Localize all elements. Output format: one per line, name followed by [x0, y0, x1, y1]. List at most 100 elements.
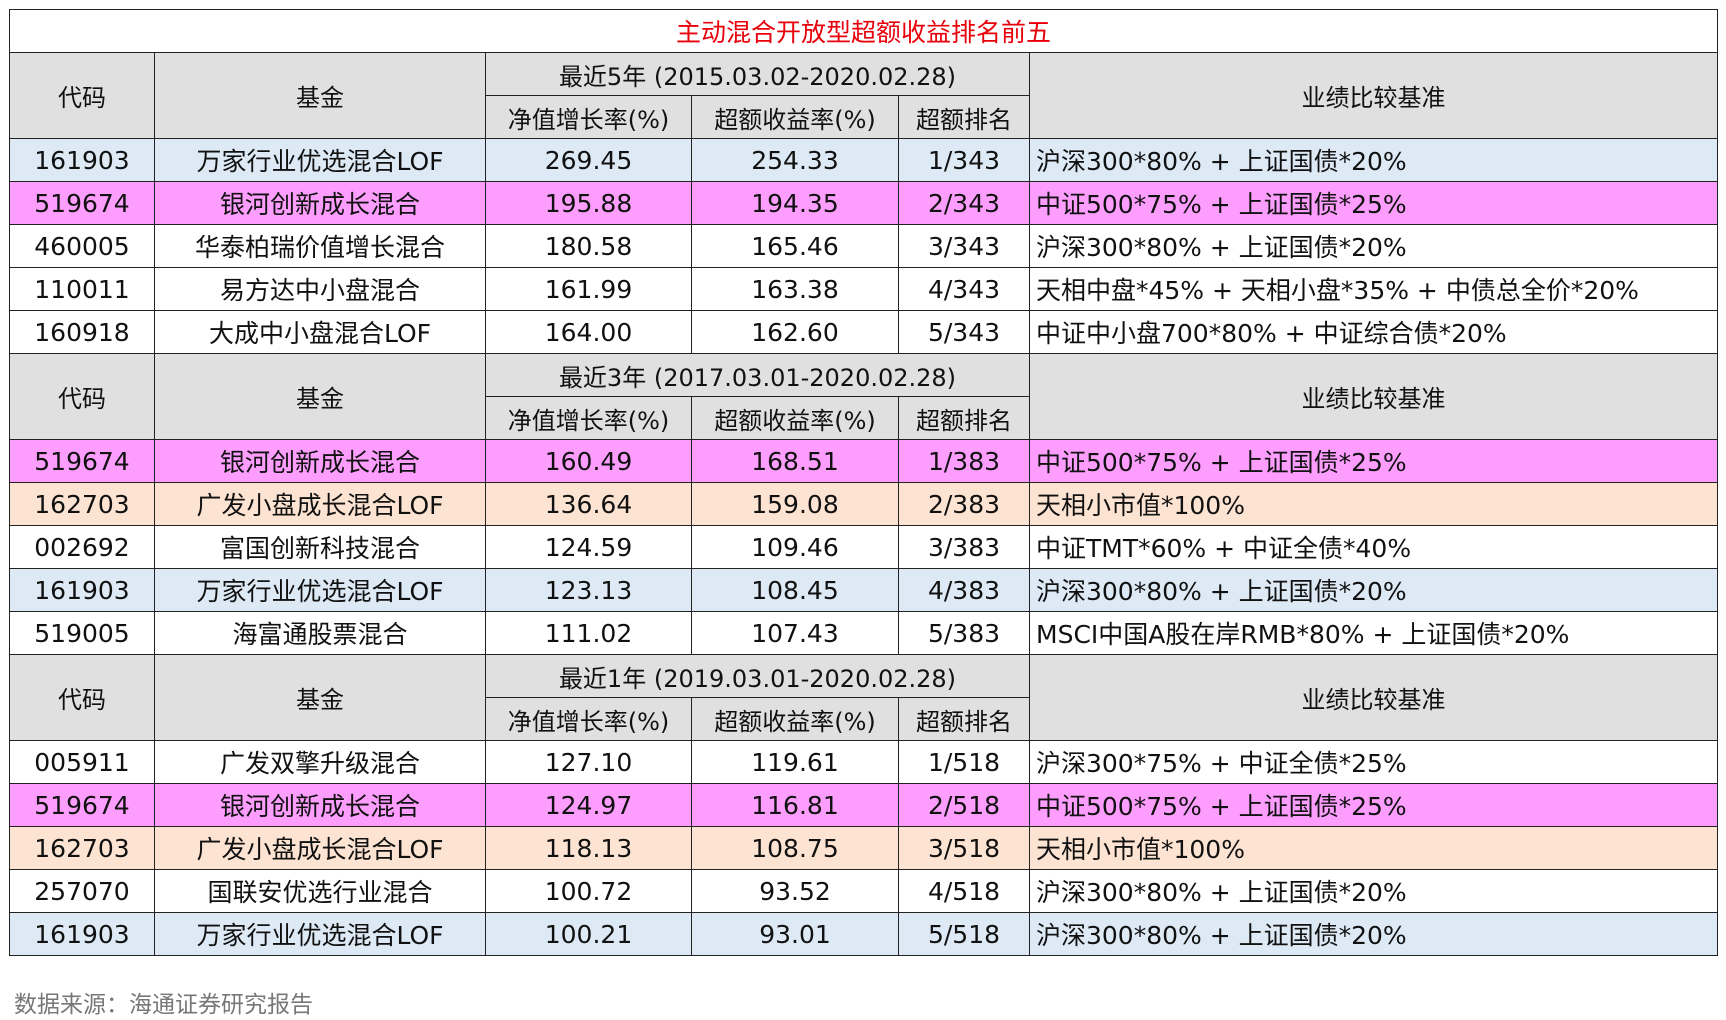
- code-cell: 460005: [9, 224, 155, 268]
- data-row: 005911 广发双擎升级混合 127.10 119.61 1/518 沪深300*75%…: [9, 740, 1718, 784]
- excess-return-cell: 93.52: [691, 869, 899, 913]
- excess-rank-cell: 4/518: [898, 869, 1030, 913]
- excess-return-cell: 108.75: [691, 826, 899, 870]
- code-cell: 002692: [9, 525, 155, 569]
- benchmark-cell: 天相小市值*100%: [1029, 826, 1718, 870]
- header-row: 净值增长率(%) 超额收益率(%) 超额排名: [10, 697, 1718, 741]
- period-header: 最近1年 (2019.03.01-2020.02.28): [485, 654, 1030, 698]
- excess-rank-cell: 1/383: [898, 439, 1030, 483]
- benchmark-cell: 天相中盘*45% + 天相小盘*35% + 中债总全价*20%: [1029, 267, 1718, 311]
- nav-growth-cell: 100.72: [485, 869, 692, 913]
- data-row: 161903 万家行业优选混合LOF 100.21 93.01 5/518 沪深300*8…: [9, 912, 1718, 956]
- code-cell: 519674: [9, 181, 155, 225]
- source-note: 数据来源：海通证券研究报告: [14, 992, 313, 1018]
- nav-growth-cell: 195.88: [485, 181, 692, 225]
- header-row: 净值增长率(%) 超额收益率(%) 超额排名: [10, 396, 1718, 440]
- excess-rank-cell: 3/383: [898, 525, 1030, 569]
- header-cell: 代码: [9, 52, 155, 139]
- code-cell: 519005: [9, 611, 155, 655]
- excess-return-cell: 162.60: [691, 310, 899, 354]
- header-cell: 业绩比较基准: [1029, 52, 1718, 139]
- nav-growth-cell: 160.49: [485, 439, 692, 483]
- benchmark-cell: MSCI中国A股在岸RMB*80% + 上证国债*20%: [1029, 611, 1718, 655]
- excess-rank-cell: 2/518: [898, 783, 1030, 827]
- excess-rank-cell: 2/383: [898, 482, 1030, 526]
- code-cell: 162703: [9, 826, 155, 870]
- excess-rank-cell: 5/343: [898, 310, 1030, 354]
- nav-growth-cell: 164.00: [485, 310, 692, 354]
- nav-growth-cell: 111.02: [485, 611, 692, 655]
- fund-cell: 国联安优选行业混合: [154, 869, 486, 913]
- benchmark-cell: 沪深300*80% + 上证国债*20%: [1029, 224, 1718, 268]
- nav-growth-cell: 123.13: [485, 568, 692, 612]
- period-header: 最近3年 (2017.03.01-2020.02.28): [485, 353, 1030, 397]
- fund-cell: 海富通股票混合: [154, 611, 486, 655]
- fund-cell: 万家行业优选混合LOF: [154, 138, 486, 182]
- benchmark-cell: 天相小市值*100%: [1029, 482, 1718, 526]
- data-row: 257070 国联安优选行业混合 100.72 93.52 4/518 沪深300*80%…: [9, 869, 1718, 913]
- excess-rank-cell: 3/518: [898, 826, 1030, 870]
- excess-rank-cell: 5/518: [898, 912, 1030, 956]
- table-body: 主动混合开放型超额收益排名前五 代码 基金 最近5年 (2015.03.02-202…: [9, 9, 1718, 956]
- code-cell: 161903: [9, 138, 155, 182]
- data-row: 161903 万家行业优选混合LOF 269.45 254.33 1/343 沪深300*…: [9, 138, 1718, 182]
- header-cell: 超额排名: [898, 697, 1030, 741]
- code-cell: 161903: [9, 568, 155, 612]
- data-row: 110011 易方达中小盘混合 161.99 163.38 4/343 天相中盘*45% …: [9, 267, 1718, 311]
- header-cell: 超额排名: [898, 95, 1030, 139]
- header-cell: 超额收益率(%): [691, 697, 899, 741]
- nav-growth-cell: 118.13: [485, 826, 692, 870]
- header-cell: 代码: [9, 353, 155, 440]
- excess-return-cell: 109.46: [691, 525, 899, 569]
- nav-growth-cell: 269.45: [485, 138, 692, 182]
- header-cell: 净值增长率(%): [485, 396, 692, 440]
- fund-cell: 万家行业优选混合LOF: [154, 912, 486, 956]
- fund-cell: 广发双擎升级混合: [154, 740, 486, 784]
- nav-growth-cell: 127.10: [485, 740, 692, 784]
- header-cell: 基金: [154, 52, 486, 139]
- fund-cell: 易方达中小盘混合: [154, 267, 486, 311]
- fund-cell: 银河创新成长混合: [154, 783, 486, 827]
- fund-cell: 富国创新科技混合: [154, 525, 486, 569]
- header-cell: 业绩比较基准: [1029, 353, 1718, 440]
- benchmark-cell: 中证500*75% + 上证国债*25%: [1029, 439, 1718, 483]
- nav-growth-cell: 124.97: [485, 783, 692, 827]
- code-cell: 162703: [9, 482, 155, 526]
- excess-return-cell: 168.51: [691, 439, 899, 483]
- excess-rank-cell: 5/383: [898, 611, 1030, 655]
- excess-return-cell: 107.43: [691, 611, 899, 655]
- excess-return-cell: 159.08: [691, 482, 899, 526]
- header-cell: 基金: [154, 654, 486, 741]
- table-title: 主动混合开放型超额收益排名前五: [9, 9, 1718, 53]
- fund-cell: 大成中小盘混合LOF: [154, 310, 486, 354]
- data-row: 519005 海富通股票混合 111.02 107.43 5/383 MSCI中国A股在岸…: [9, 611, 1718, 655]
- header-cell: 净值增长率(%): [485, 95, 692, 139]
- fund-cell: 广发小盘成长混合LOF: [154, 826, 486, 870]
- header-cell: 净值增长率(%): [485, 697, 692, 741]
- code-cell: 519674: [9, 783, 155, 827]
- header-row: 净值增长率(%) 超额收益率(%) 超额排名: [10, 95, 1718, 139]
- header-cell: 代码: [9, 654, 155, 741]
- benchmark-cell: 中证TMT*60% + 中证全债*40%: [1029, 525, 1718, 569]
- fund-cell: 银河创新成长混合: [154, 181, 486, 225]
- header-row: 代码 基金 最近3年 (2017.03.01-2020.02.28) 业绩比较基准: [9, 353, 1718, 440]
- header-cell: 超额排名: [898, 396, 1030, 440]
- header-cell: 业绩比较基准: [1029, 654, 1718, 741]
- fund-cell: 华泰柏瑞价值增长混合: [154, 224, 486, 268]
- excess-return-cell: 119.61: [691, 740, 899, 784]
- benchmark-cell: 沪深300*80% + 上证国债*20%: [1029, 568, 1718, 612]
- data-row: 519674 银河创新成长混合 195.88 194.35 2/343 中证500*75%…: [9, 181, 1718, 225]
- excess-rank-cell: 1/518: [898, 740, 1030, 784]
- header-cell: 基金: [154, 353, 486, 440]
- nav-growth-cell: 161.99: [485, 267, 692, 311]
- nav-growth-cell: 124.59: [485, 525, 692, 569]
- benchmark-cell: 中证中小盘700*80% + 中证综合债*20%: [1029, 310, 1718, 354]
- data-row: 162703 广发小盘成长混合LOF 136.64 159.08 2/383 天相小市值*…: [9, 482, 1718, 526]
- header-cell: 超额收益率(%): [691, 396, 899, 440]
- excess-return-cell: 163.38: [691, 267, 899, 311]
- fund-cell: 万家行业优选混合LOF: [154, 568, 486, 612]
- nav-growth-cell: 136.64: [485, 482, 692, 526]
- excess-return-cell: 93.01: [691, 912, 899, 956]
- excess-return-cell: 108.45: [691, 568, 899, 612]
